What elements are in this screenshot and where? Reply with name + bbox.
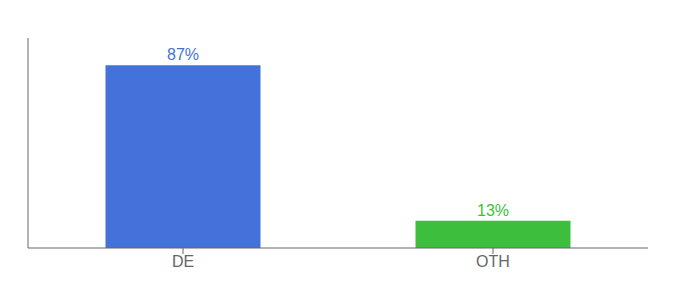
svg-text:87%: 87% xyxy=(167,46,199,63)
svg-text:OTH: OTH xyxy=(476,253,510,270)
svg-text:DE: DE xyxy=(172,253,194,270)
svg-text:13%: 13% xyxy=(477,202,509,219)
